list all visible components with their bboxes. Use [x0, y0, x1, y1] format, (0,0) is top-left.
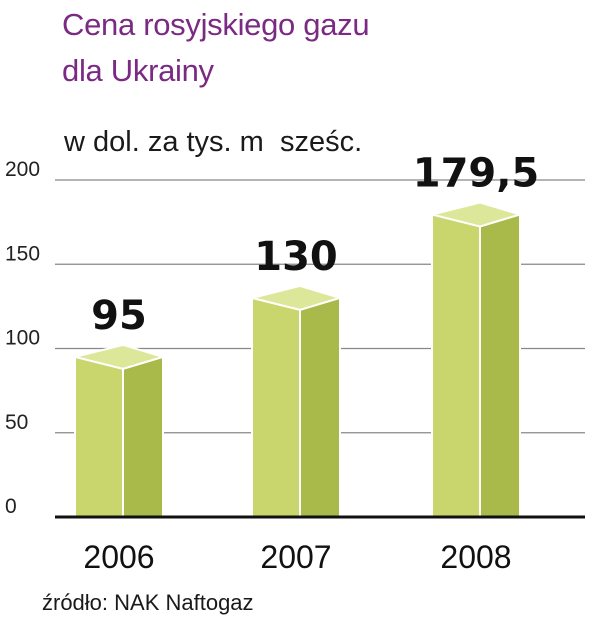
- bars: 95 130 179,5: [74, 151, 540, 518]
- bar-front-2007: [251, 296, 301, 518]
- y-tick-label-100: 100: [5, 327, 40, 350]
- category-label-2007: 2007: [260, 539, 331, 575]
- bar-2007: [251, 284, 344, 518]
- bar-2008: [431, 201, 524, 518]
- bar-side-2007: [299, 296, 341, 518]
- y-axis-ticks: 0 50 100 150 200: [5, 158, 40, 518]
- unit-label: w dol. za tys. m sześc.: [64, 126, 363, 158]
- bar-side-2008: [479, 213, 521, 518]
- chart-title: Cena rosyjskiego gazu dla Ukrainy: [62, 2, 370, 94]
- chart-title-line-2: dla Ukrainy: [62, 53, 214, 88]
- category-labels: 2006 2007 2008: [83, 539, 511, 575]
- y-tick-label-50: 50: [5, 411, 28, 434]
- value-label-2008: 179,5: [413, 151, 540, 197]
- bar-side-2006: [122, 355, 164, 518]
- bar-2006: [74, 343, 167, 518]
- category-label-2008: 2008: [440, 539, 511, 575]
- value-label-2007: 130: [254, 234, 338, 280]
- chart-title-line-1: Cena rosyjskiego gazu: [62, 7, 370, 42]
- y-tick-label-150: 150: [5, 242, 40, 265]
- bar-front-2008: [431, 213, 481, 518]
- y-tick-label-0: 0: [5, 495, 17, 518]
- y-tick-label-200: 200: [5, 158, 40, 181]
- category-label-2006: 2006: [83, 539, 154, 575]
- bar-front-2006: [74, 355, 124, 518]
- source-note: źródło: NAK Naftogaz: [42, 590, 254, 615]
- value-label-2006: 95: [91, 293, 147, 339]
